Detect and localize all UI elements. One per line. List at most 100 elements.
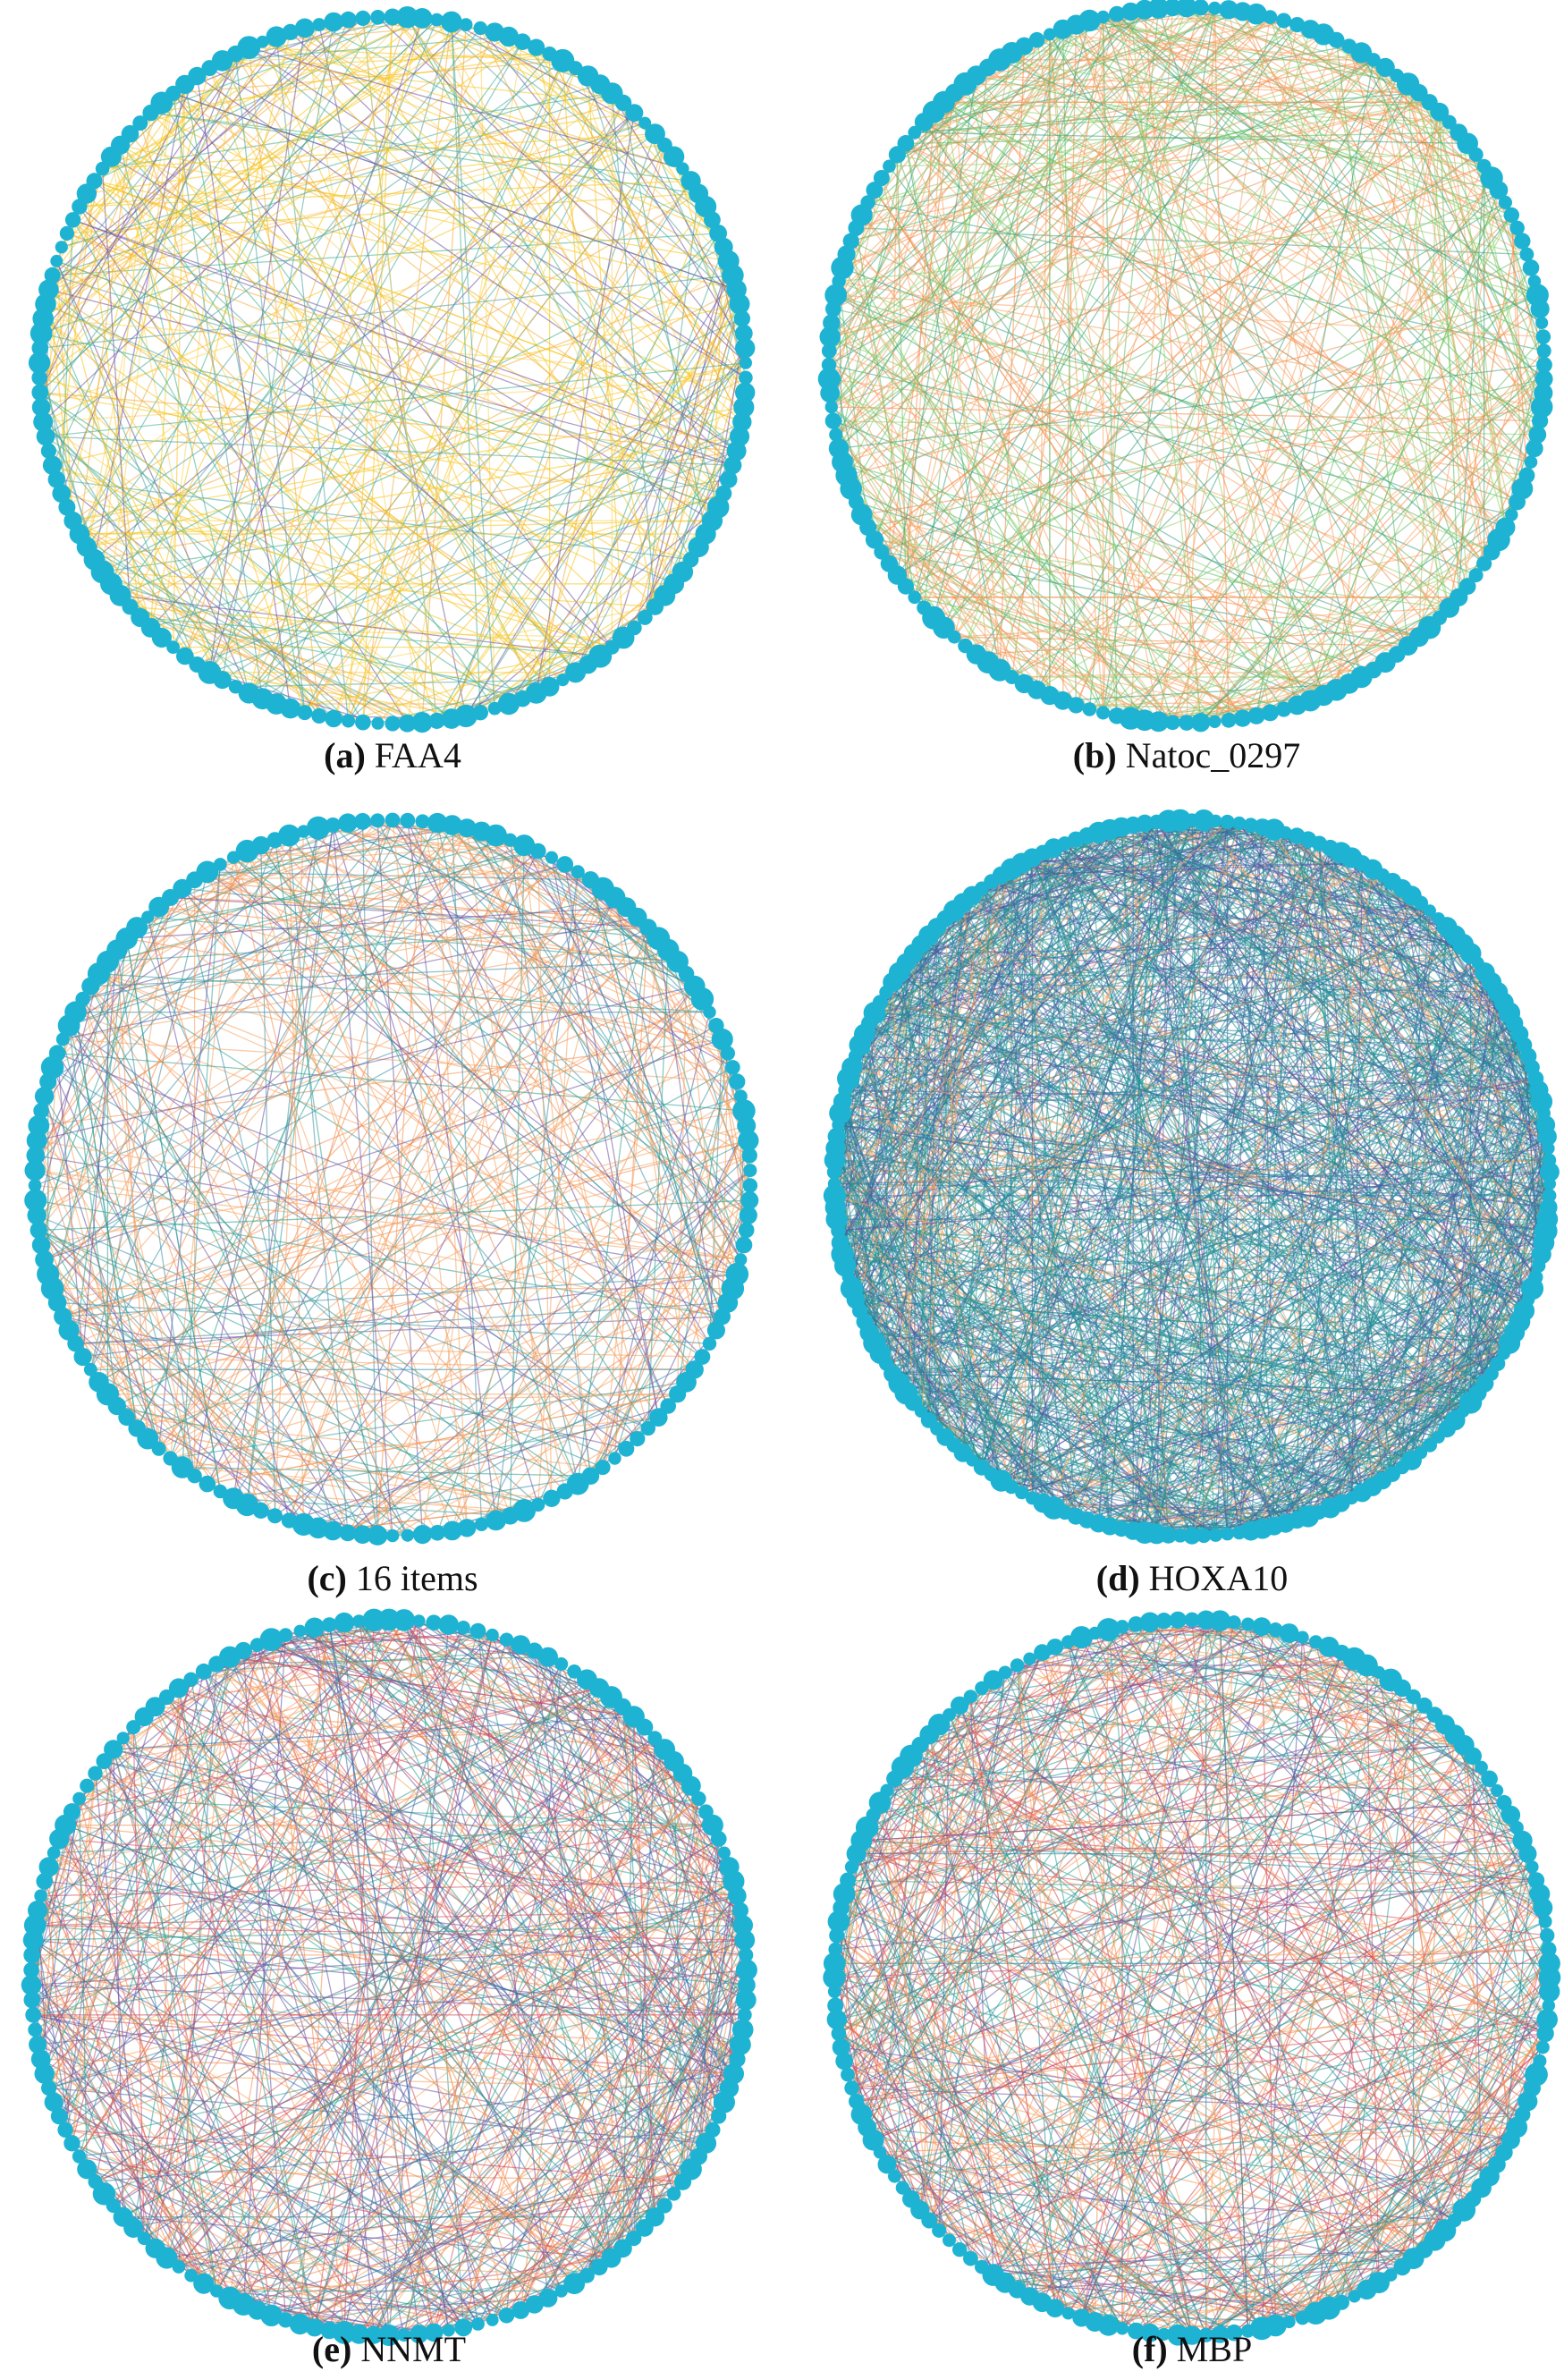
edge — [1191, 910, 1431, 1537]
edge — [260, 871, 579, 1512]
edge — [318, 24, 746, 394]
edge — [1075, 1419, 1456, 1517]
edge — [68, 1025, 378, 1536]
edge — [840, 1241, 1533, 1290]
edge — [1247, 2060, 1541, 2332]
node — [554, 1657, 569, 1671]
edge — [89, 1368, 393, 1537]
edge — [1250, 835, 1298, 1531]
edge — [290, 31, 733, 466]
edge — [919, 1745, 1069, 2314]
node — [324, 12, 343, 32]
edge — [300, 1630, 730, 1868]
node — [1193, 809, 1215, 832]
edge — [672, 303, 740, 584]
edge — [1036, 67, 1386, 690]
node — [1119, 707, 1143, 730]
edge — [246, 871, 579, 1505]
edge — [1360, 52, 1541, 421]
edge — [834, 1195, 1412, 1461]
node — [218, 2286, 241, 2310]
edge — [248, 60, 563, 694]
edge — [913, 1402, 1412, 1461]
edge — [910, 2198, 1193, 2336]
node — [710, 1831, 727, 1847]
edge — [1469, 1172, 1551, 1403]
node — [80, 1778, 95, 1793]
edge — [284, 1634, 435, 2333]
edge — [79, 133, 655, 535]
edge — [300, 2073, 734, 2325]
edge — [1274, 2060, 1541, 2326]
network-panel: (d) HOXA10 — [823, 809, 1560, 1598]
edge — [34, 1169, 723, 1317]
node — [702, 1336, 717, 1351]
edge — [196, 75, 292, 709]
node — [827, 1127, 846, 1146]
edge — [885, 991, 1544, 1244]
edge — [64, 1619, 390, 1826]
edge — [52, 831, 482, 1068]
edge — [633, 1716, 655, 2217]
node — [690, 987, 714, 1011]
edge — [1186, 538, 1500, 724]
node — [63, 1803, 81, 1821]
edge — [841, 461, 1419, 638]
node — [210, 2284, 224, 2298]
node — [27, 1900, 48, 1921]
edge — [1064, 843, 1525, 1311]
node — [281, 1512, 298, 1529]
edge — [944, 918, 1529, 1300]
node — [742, 1178, 758, 1193]
nodes — [28, 5, 756, 733]
edge — [89, 820, 409, 1370]
edge — [89, 871, 208, 1370]
edge — [52, 851, 248, 1068]
edge — [991, 1159, 1550, 1475]
edge — [1309, 112, 1441, 701]
edge — [110, 156, 495, 709]
edge — [850, 241, 1230, 721]
edge — [1307, 1148, 1550, 1517]
edge — [1136, 1623, 1435, 1715]
node — [86, 173, 103, 190]
node — [1424, 904, 1436, 918]
node — [860, 195, 875, 210]
edge — [275, 36, 724, 495]
edge — [1036, 122, 1450, 690]
node — [412, 1614, 426, 1628]
edge — [78, 1798, 88, 2170]
edge — [113, 1644, 521, 2206]
node — [711, 1028, 733, 1051]
edge — [111, 156, 729, 262]
node — [75, 991, 90, 1007]
node — [256, 35, 269, 48]
edge — [1282, 20, 1468, 587]
edge — [861, 406, 1543, 516]
edge — [976, 74, 1500, 191]
edge — [850, 487, 1311, 701]
edge — [1301, 1637, 1380, 2283]
node — [1108, 707, 1126, 724]
node — [41, 2080, 57, 2096]
edge — [42, 318, 510, 705]
edge — [359, 1954, 747, 2335]
edge — [885, 863, 1023, 1364]
edge — [953, 34, 1324, 638]
edge — [45, 303, 674, 585]
node — [897, 135, 915, 152]
edge — [920, 824, 1134, 945]
node — [525, 682, 547, 704]
edge — [44, 2072, 600, 2268]
edge — [1064, 843, 1422, 1453]
edge — [107, 857, 553, 962]
edge — [894, 2126, 1518, 2177]
node — [371, 716, 385, 730]
edge — [32, 1650, 536, 2016]
node — [334, 1612, 355, 1633]
edge — [851, 1287, 1471, 1403]
edge — [864, 1033, 1287, 1524]
node — [1240, 1520, 1261, 1541]
nodes — [817, 0, 1553, 733]
node — [312, 18, 326, 32]
